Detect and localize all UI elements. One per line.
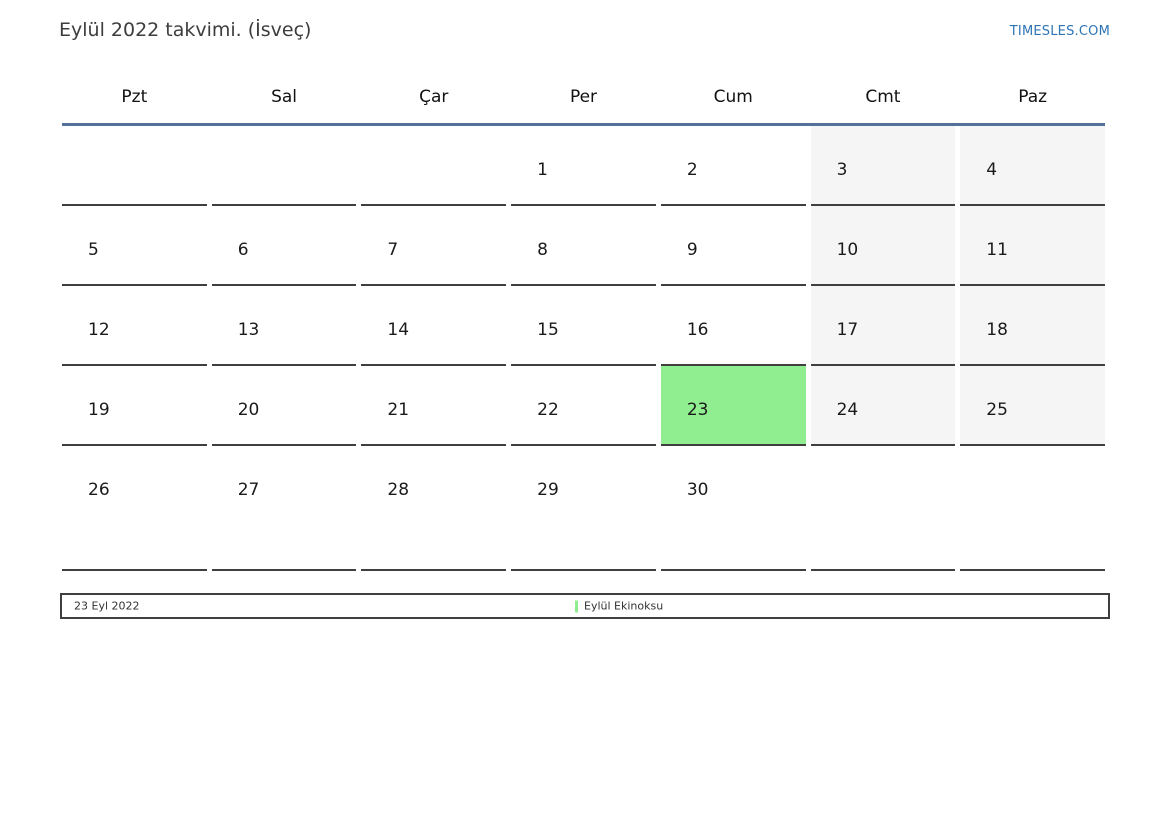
calendar-cell-21: 21: [361, 366, 507, 446]
week-row: 1 2 3 4: [62, 126, 1105, 206]
day-number: 25: [986, 400, 1008, 420]
day-number: 20: [237, 400, 260, 420]
calendar-cell-26: 26: [62, 446, 207, 571]
calendar-cell-27: 27: [211, 446, 357, 571]
calendar-cell-28: 28: [361, 446, 507, 571]
day-number: 30: [686, 480, 709, 500]
day-number: 4: [986, 160, 998, 180]
day-number: 28: [387, 480, 410, 500]
calendar: Pzt Sal Çar Per Cum Cmt Paz 1 2 3 4 5 6 7 8 9 10 1…: [62, 85, 1105, 571]
calendar-cell-18: 18: [960, 286, 1105, 366]
day-number: 5: [88, 240, 99, 260]
calendar-cell-empty: [361, 126, 507, 206]
calendar-cell-29: 29: [511, 446, 656, 571]
day-number: 11: [986, 240, 1008, 260]
day-number: 27: [237, 480, 260, 500]
day-number: 14: [387, 320, 410, 340]
calendar-cell-23: 23: [660, 366, 806, 446]
day-number: 12: [88, 320, 110, 340]
calendar-cell-6: 6: [211, 206, 357, 286]
footer-bar: 23 Eyl 2022 Eylül Ekinoksu: [60, 593, 1110, 619]
week-row: 12 13 14 15 16 17 18: [62, 286, 1105, 366]
dow-header-per: Per: [569, 87, 598, 107]
calendar-cell-11: 11: [960, 206, 1105, 286]
calendar-cell-9: 9: [660, 206, 806, 286]
day-number: 17: [836, 320, 859, 340]
day-number: 1: [537, 160, 548, 180]
calendar-cell-empty: [211, 126, 357, 206]
calendar-cell-4: 4: [960, 126, 1105, 206]
week-row: 26 27 28 29 30: [62, 446, 1105, 571]
day-of-week-header-row: Pzt Sal Çar Per Cum Cmt Paz: [62, 85, 1105, 126]
calendar-cell-12: 12: [62, 286, 207, 366]
day-number: 18: [986, 320, 1008, 340]
day-number: 23: [686, 400, 709, 420]
day-number: 9: [686, 240, 698, 260]
calendar-cell-10: 10: [810, 206, 956, 286]
footer-event: Eylül Ekinoksu: [575, 600, 663, 613]
dow-header-pzt: Pzt: [121, 87, 148, 107]
day-number: 10: [836, 240, 859, 260]
calendar-cell-5: 5: [62, 206, 207, 286]
footer-date: 23 Eyl 2022: [74, 599, 140, 613]
calendar-cell-14: 14: [361, 286, 507, 366]
day-number: 13: [237, 320, 260, 340]
calendar-cell-25: 25: [960, 366, 1105, 446]
week-row: 19 20 21 22 23 24 25: [62, 366, 1105, 446]
page-title: Eylül 2022 takvimi. (İsveç): [59, 19, 312, 41]
calendar-cell-7: 7: [361, 206, 507, 286]
site-link[interactable]: TIMESLES.COM: [1009, 24, 1110, 39]
day-number: 21: [387, 400, 410, 420]
calendar-cell-15: 15: [511, 286, 656, 366]
calendar-cell-2: 2: [660, 126, 806, 206]
calendar-cell-empty: [810, 446, 956, 571]
dow-header-cmt: Cmt: [865, 87, 901, 107]
calendar-cell-empty: [62, 126, 207, 206]
calendar-cell-8: 8: [511, 206, 656, 286]
week-row: 5 6 7 8 9 10 11: [62, 206, 1105, 286]
day-number: 26: [88, 480, 110, 500]
dow-header-sal: Sal: [271, 87, 298, 107]
dow-header-paz: Paz: [1018, 87, 1048, 107]
day-number: 3: [836, 160, 848, 180]
calendar-cell-16: 16: [660, 286, 806, 366]
day-number: 8: [537, 240, 548, 260]
day-number: 6: [237, 240, 249, 260]
calendar-cell-24: 24: [810, 366, 956, 446]
day-number: 19: [88, 400, 110, 420]
footer-event-label: Eylül Ekinoksu: [584, 599, 664, 613]
calendar-cell-17: 17: [810, 286, 956, 366]
day-number: 16: [686, 320, 709, 340]
calendar-cell-22: 22: [511, 366, 656, 446]
day-number: 24: [836, 400, 859, 420]
calendar-cell-empty: [960, 446, 1105, 571]
calendar-cell-30: 30: [660, 446, 806, 571]
day-number: 29: [537, 480, 559, 500]
day-number: 7: [387, 240, 399, 260]
day-number: 15: [537, 320, 559, 340]
dow-header-car: Çar: [419, 87, 449, 107]
calendar-cell-19: 19: [62, 366, 207, 446]
day-number: 22: [537, 400, 559, 420]
green-bar-icon: [575, 600, 578, 612]
calendar-grid: 1 2 3 4 5 6 7 8 9 10 11 12 13 14 15 16 17 18 19 20 21 22 23 24 2…: [62, 126, 1105, 571]
dow-header-cum: Cum: [713, 87, 753, 107]
calendar-cell-3: 3: [810, 126, 956, 206]
day-number: 2: [686, 160, 698, 180]
calendar-cell-20: 20: [211, 366, 357, 446]
calendar-cell-1: 1: [511, 126, 656, 206]
calendar-cell-13: 13: [211, 286, 357, 366]
